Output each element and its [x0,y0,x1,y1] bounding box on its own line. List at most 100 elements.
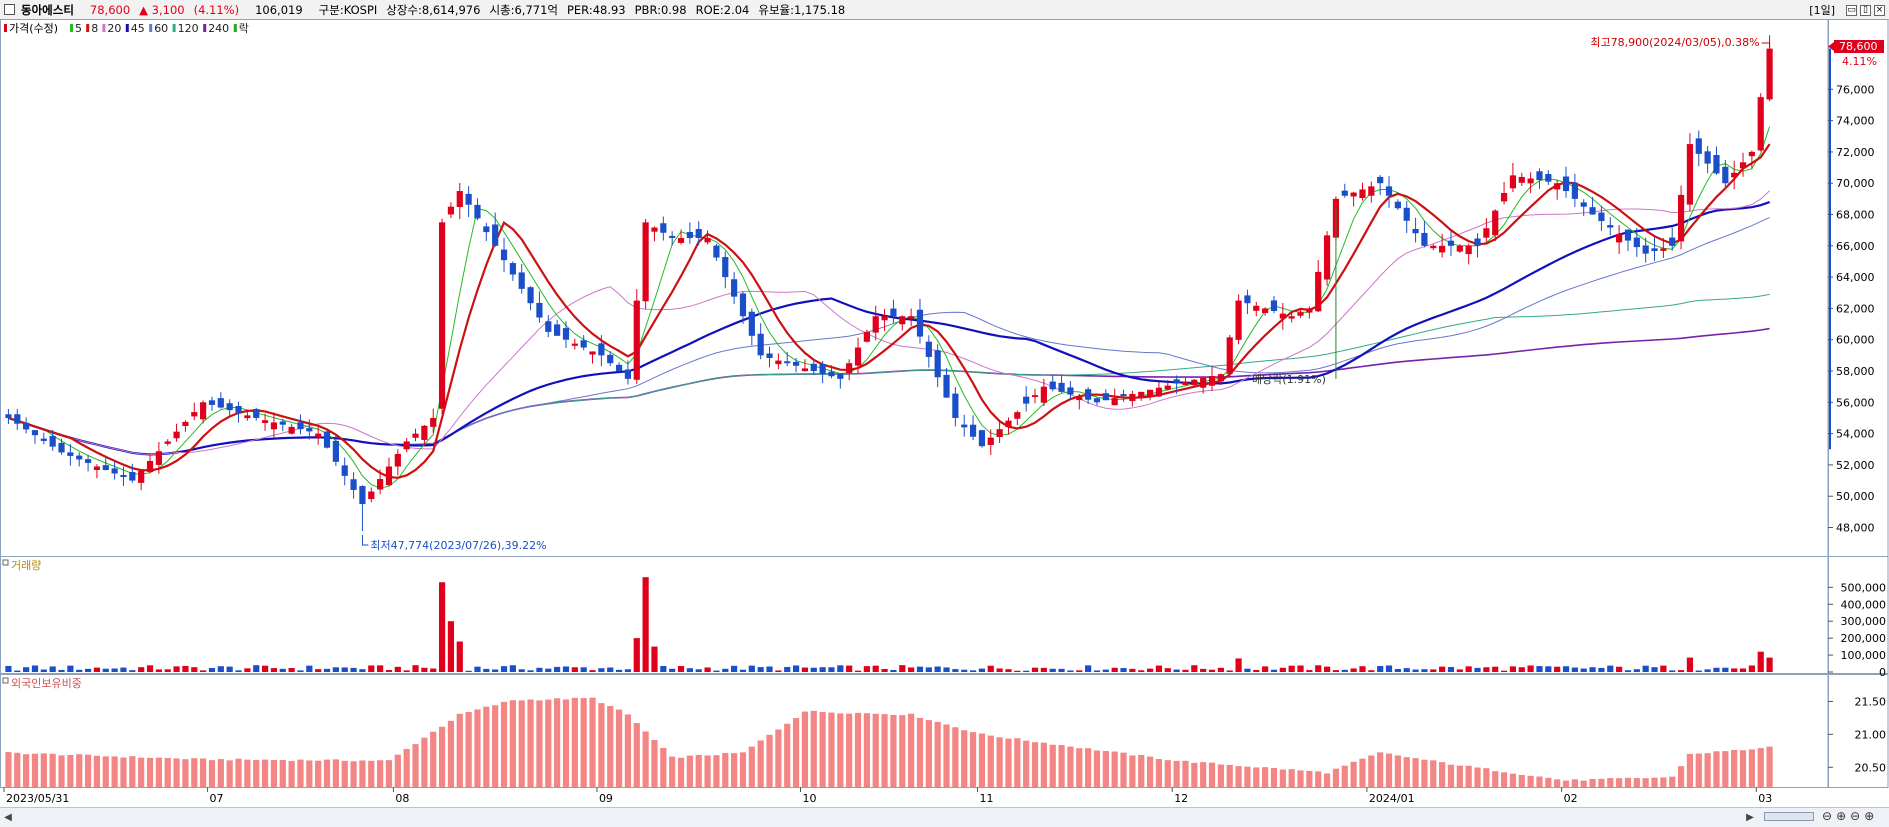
x-tick-label: 09 [599,792,613,805]
candle [607,354,614,364]
foreign-bar [731,753,738,787]
volume-bar [306,665,313,672]
volume-bar [1713,667,1720,672]
foreign-bar [1686,753,1694,787]
foreign-bar [483,706,490,787]
candle [1120,394,1127,397]
foreign-bar [500,701,508,787]
volume-bar [1023,670,1030,672]
zoom-in-icon[interactable]: ⊕ [1864,809,1875,823]
volume-bar [731,665,738,672]
foreign-bar [306,760,313,787]
zoom-out-icon[interactable]: ⊖ [1822,809,1833,823]
volume-bar [261,665,269,672]
volume-bar [1040,667,1047,672]
foreign-bar [1571,779,1578,787]
minimize-button[interactable]: ▭ [1846,4,1857,16]
zoom-out-icon[interactable]: ⊖ [1850,809,1861,823]
volume-bar [412,665,419,672]
volume-bar [527,670,534,672]
volume-bar [607,667,614,672]
foreign-bar [669,756,676,787]
chart-scrollbar[interactable]: ◀ ▶ ⊖ ⊕ ⊖ ⊕ [0,807,1889,827]
volume-bar [394,666,401,672]
foreign-bar [784,723,791,787]
volume-tick-label: 500,000 [1841,581,1887,594]
foreign-bar [615,709,623,787]
foreign-bar [1660,777,1667,787]
foreign-bar [447,720,455,787]
foreign-bar [1164,760,1171,787]
volume-bar [49,666,56,672]
foreign-bar [84,754,92,787]
stock-chart[interactable]: 48,000 50,000 52,000 54,000 56,000 58,000 60,0… [0,19,1889,807]
candle [182,421,189,427]
volume-bar [155,669,162,672]
foreign-bar [969,732,977,787]
price-tick-label: 58,000 [1836,365,1875,378]
foreign-bar [102,756,109,787]
foreign-bar [518,700,525,787]
foreign-bar [1633,778,1640,787]
foreign-bar [359,760,366,787]
foreign-bar [1208,762,1216,787]
volume-bar [1270,669,1278,672]
stock-name[interactable]: 동아에스티 [21,2,74,17]
candle [881,316,888,321]
candle [226,403,233,411]
x-tick-label: 12 [1174,792,1188,805]
volume-bar [1474,667,1481,672]
foreign-bar [332,759,339,787]
volume-panel-axis [1828,556,1889,674]
select-checkbox[interactable] [4,4,15,15]
candle [492,224,499,246]
candle [138,470,145,483]
foreign-bar [863,713,870,787]
volume-bar [14,670,21,672]
maximize-button[interactable]: ▯ [1860,4,1871,16]
foreign-bar [1138,754,1145,787]
volume-bar [1005,669,1012,672]
foreign-bar [40,753,47,787]
volume-bar [1465,666,1472,672]
candle [1146,389,1154,397]
candle [1182,381,1189,385]
candle [1164,385,1171,390]
candle [580,340,587,348]
legend-swatch [203,24,207,32]
candle [775,360,782,365]
foreign-bar [1403,757,1410,787]
volume-bar [173,666,180,672]
foreign-bar [1111,751,1118,787]
foreign-bar [208,760,216,787]
volume-bar [1633,669,1640,672]
volume-bar [403,670,410,672]
foreign-bar [1005,738,1012,787]
foreign-tick-label: 21.50 [1855,695,1887,708]
volume-bar [1093,670,1101,672]
foreign-bar [430,731,437,787]
foreign-bar [1200,762,1207,787]
volume-bar [1492,666,1499,672]
candle [315,433,322,438]
foreign-bar [1518,774,1525,787]
scroll-right-icon[interactable]: ▶ [1746,812,1754,823]
scroll-left-icon[interactable]: ◀ [4,812,12,823]
candle [1509,175,1517,189]
volume-bar [810,667,817,672]
volume-bar [615,669,623,672]
period-selector[interactable]: [1일] [1809,4,1835,17]
foreign-bar [828,712,835,787]
zoom-slider[interactable] [1764,812,1814,821]
close-button[interactable]: × [1874,4,1885,16]
zoom-in-icon[interactable]: ⊕ [1836,809,1847,823]
foreign-bar [562,699,570,787]
foreign-bar [403,748,410,787]
candle [173,431,180,439]
foreign-bar [607,706,614,787]
volume-bar [1191,665,1198,672]
candle [40,438,47,441]
candle [1085,389,1092,400]
volume-bar [1226,670,1233,672]
candle [615,364,623,372]
